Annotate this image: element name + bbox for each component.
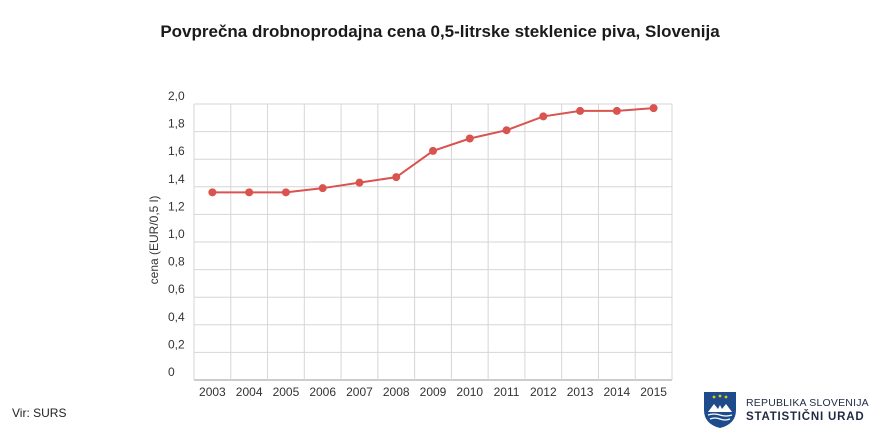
org-logo bbox=[704, 392, 736, 428]
x-tick-label: 2009 bbox=[420, 385, 447, 399]
data-point bbox=[502, 126, 511, 135]
data-point bbox=[429, 146, 437, 155]
data-point bbox=[245, 188, 254, 197]
data-point bbox=[612, 106, 621, 115]
coat-of-arms-icon bbox=[704, 392, 736, 428]
data-point bbox=[539, 112, 548, 121]
x-tick-label: 2004 bbox=[236, 385, 263, 399]
data-point bbox=[355, 178, 364, 187]
x-tick-label: 2006 bbox=[309, 385, 336, 399]
y-tick-label: 2,0 bbox=[168, 89, 185, 103]
y-tick-label: 0,4 bbox=[168, 310, 185, 324]
data-point bbox=[208, 188, 217, 197]
data-point bbox=[281, 188, 290, 197]
y-tick-label: 0,2 bbox=[168, 337, 185, 351]
x-tick-label: 2015 bbox=[640, 385, 667, 399]
chart-title: Povprečna drobnoprodajna cena 0,5-litrsk… bbox=[160, 22, 720, 41]
series-layer bbox=[208, 104, 658, 197]
y-tick-label: 1,0 bbox=[168, 227, 185, 241]
y-tick-label: 1,6 bbox=[168, 144, 185, 158]
y-tick-label: 0,8 bbox=[168, 255, 185, 269]
axis-layer: 0 0,2 0,4 0,6 0,8 1,0 1,2 1,4 1,6 1,8 2,0 2003 2004 2… bbox=[168, 89, 667, 399]
y-tick-label: 0 bbox=[168, 365, 175, 379]
x-tick-label: 2007 bbox=[346, 385, 373, 399]
x-tick-label: 2010 bbox=[456, 385, 483, 399]
x-tick-label: 2011 bbox=[494, 385, 520, 399]
x-tick-label: 2014 bbox=[603, 385, 630, 399]
org-name-line1: REPUBLIKA SLOVENIJA bbox=[746, 397, 869, 409]
x-tick-label: 2005 bbox=[273, 385, 300, 399]
y-tick-label: 1,4 bbox=[168, 172, 185, 186]
y-tick-label: 1,2 bbox=[168, 199, 185, 213]
y-axis-label: cena (EUR/0,5 l) bbox=[147, 196, 161, 285]
y-tick-label: 0,6 bbox=[168, 282, 185, 296]
x-tick-label: 2013 bbox=[567, 385, 594, 399]
data-point bbox=[318, 184, 327, 193]
org-name-line2: STATISTIČNI URAD bbox=[746, 411, 865, 423]
y-tick-label: 1,8 bbox=[168, 117, 185, 131]
grid-layer bbox=[193, 103, 673, 381]
data-point bbox=[576, 106, 585, 115]
x-tick-label: 2008 bbox=[383, 385, 410, 399]
source-note: Vir: SURS bbox=[12, 406, 67, 420]
x-tick-label: 2003 bbox=[199, 385, 226, 399]
data-point bbox=[465, 134, 474, 143]
data-point bbox=[649, 104, 658, 113]
data-point bbox=[392, 173, 401, 182]
x-tick-label: 2012 bbox=[530, 385, 557, 399]
